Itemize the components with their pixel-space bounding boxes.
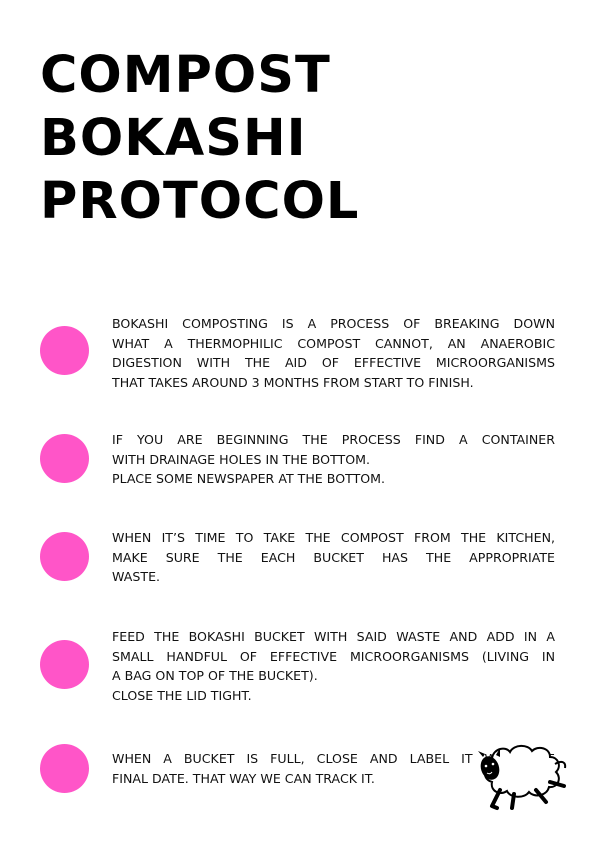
step-1-line-1: BOKASHI COMPOSTING IS A PROCESS OF BREAK…: [112, 316, 555, 331]
step-5-text: WHEN A BUCKET IS FULL, CLOSE AND LABEL I…: [112, 749, 555, 788]
step-5-line-1: WHEN A BUCKET IS FULL, CLOSE AND LABEL I…: [112, 751, 555, 766]
step-1-bullet: [40, 326, 89, 375]
step-3-line-3: WASTE.: [112, 569, 161, 584]
title-line-3: PROTOCOL: [40, 172, 360, 231]
step-3-text: WHEN IT’S TIME TO TAKE THE COMPOST FROM …: [112, 528, 555, 587]
step-4-bullet: [40, 640, 89, 689]
step-2-line-3: PLACE SOME NEWSPAPER AT THE BOTTOM.: [112, 471, 386, 486]
step-3-line-2: MAKE SURE THE EACH BUCKET HAS THE APPROP…: [112, 549, 555, 565]
step-4-line-2: SMALL HANDFUL OF EFFECTIVE MICROORGANISM…: [112, 648, 555, 664]
step-3-bullet: [40, 532, 89, 581]
page-title: COMPOST BOKASHI PROTOCOL: [40, 44, 359, 233]
title-line-1: COMPOST: [40, 46, 331, 105]
step-5-line-2: FINAL DATE. THAT WAY WE CAN TRACK IT.: [112, 770, 375, 786]
step-1-line-2: WHAT A THERMOPHILIC COMPOST CANNOT, AN A…: [112, 335, 555, 351]
title-line-2: BOKASHI: [40, 109, 307, 168]
step-4-text: FEED THE BOKASHI BUCKET WITH SAID WASTE …: [112, 627, 555, 705]
sheep-icon: [478, 744, 567, 810]
step-2-text: IF YOU ARE BEGINNING THE PROCESS FIND A …: [112, 430, 555, 489]
step-1-text: BOKASHI COMPOSTING IS A PROCESS OF BREAK…: [112, 314, 555, 392]
step-2-line-1: IF YOU ARE BEGINNING THE PROCESS FIND A …: [112, 432, 555, 447]
step-4-line-1: FEED THE BOKASHI BUCKET WITH SAID WASTE …: [112, 629, 555, 644]
step-3-line-1: WHEN IT’S TIME TO TAKE THE COMPOST FROM …: [112, 530, 555, 545]
step-4-line-3: A BAG ON TOP OF THE BUCKET).: [112, 668, 318, 683]
step-4-line-4: CLOSE THE LID TIGHT.: [112, 687, 252, 703]
step-2-bullet: [40, 434, 89, 483]
step-2-line-2: WITH DRAINAGE HOLES IN THE BOTTOM.: [112, 451, 371, 467]
step-5-bullet: [40, 744, 89, 793]
step-1-line-3: DIGESTION WITH THE AID OF EFFECTIVE MICR…: [112, 355, 555, 370]
step-1-line-4: THAT TAKES AROUND 3 MONTHS FROM START TO…: [112, 374, 474, 390]
